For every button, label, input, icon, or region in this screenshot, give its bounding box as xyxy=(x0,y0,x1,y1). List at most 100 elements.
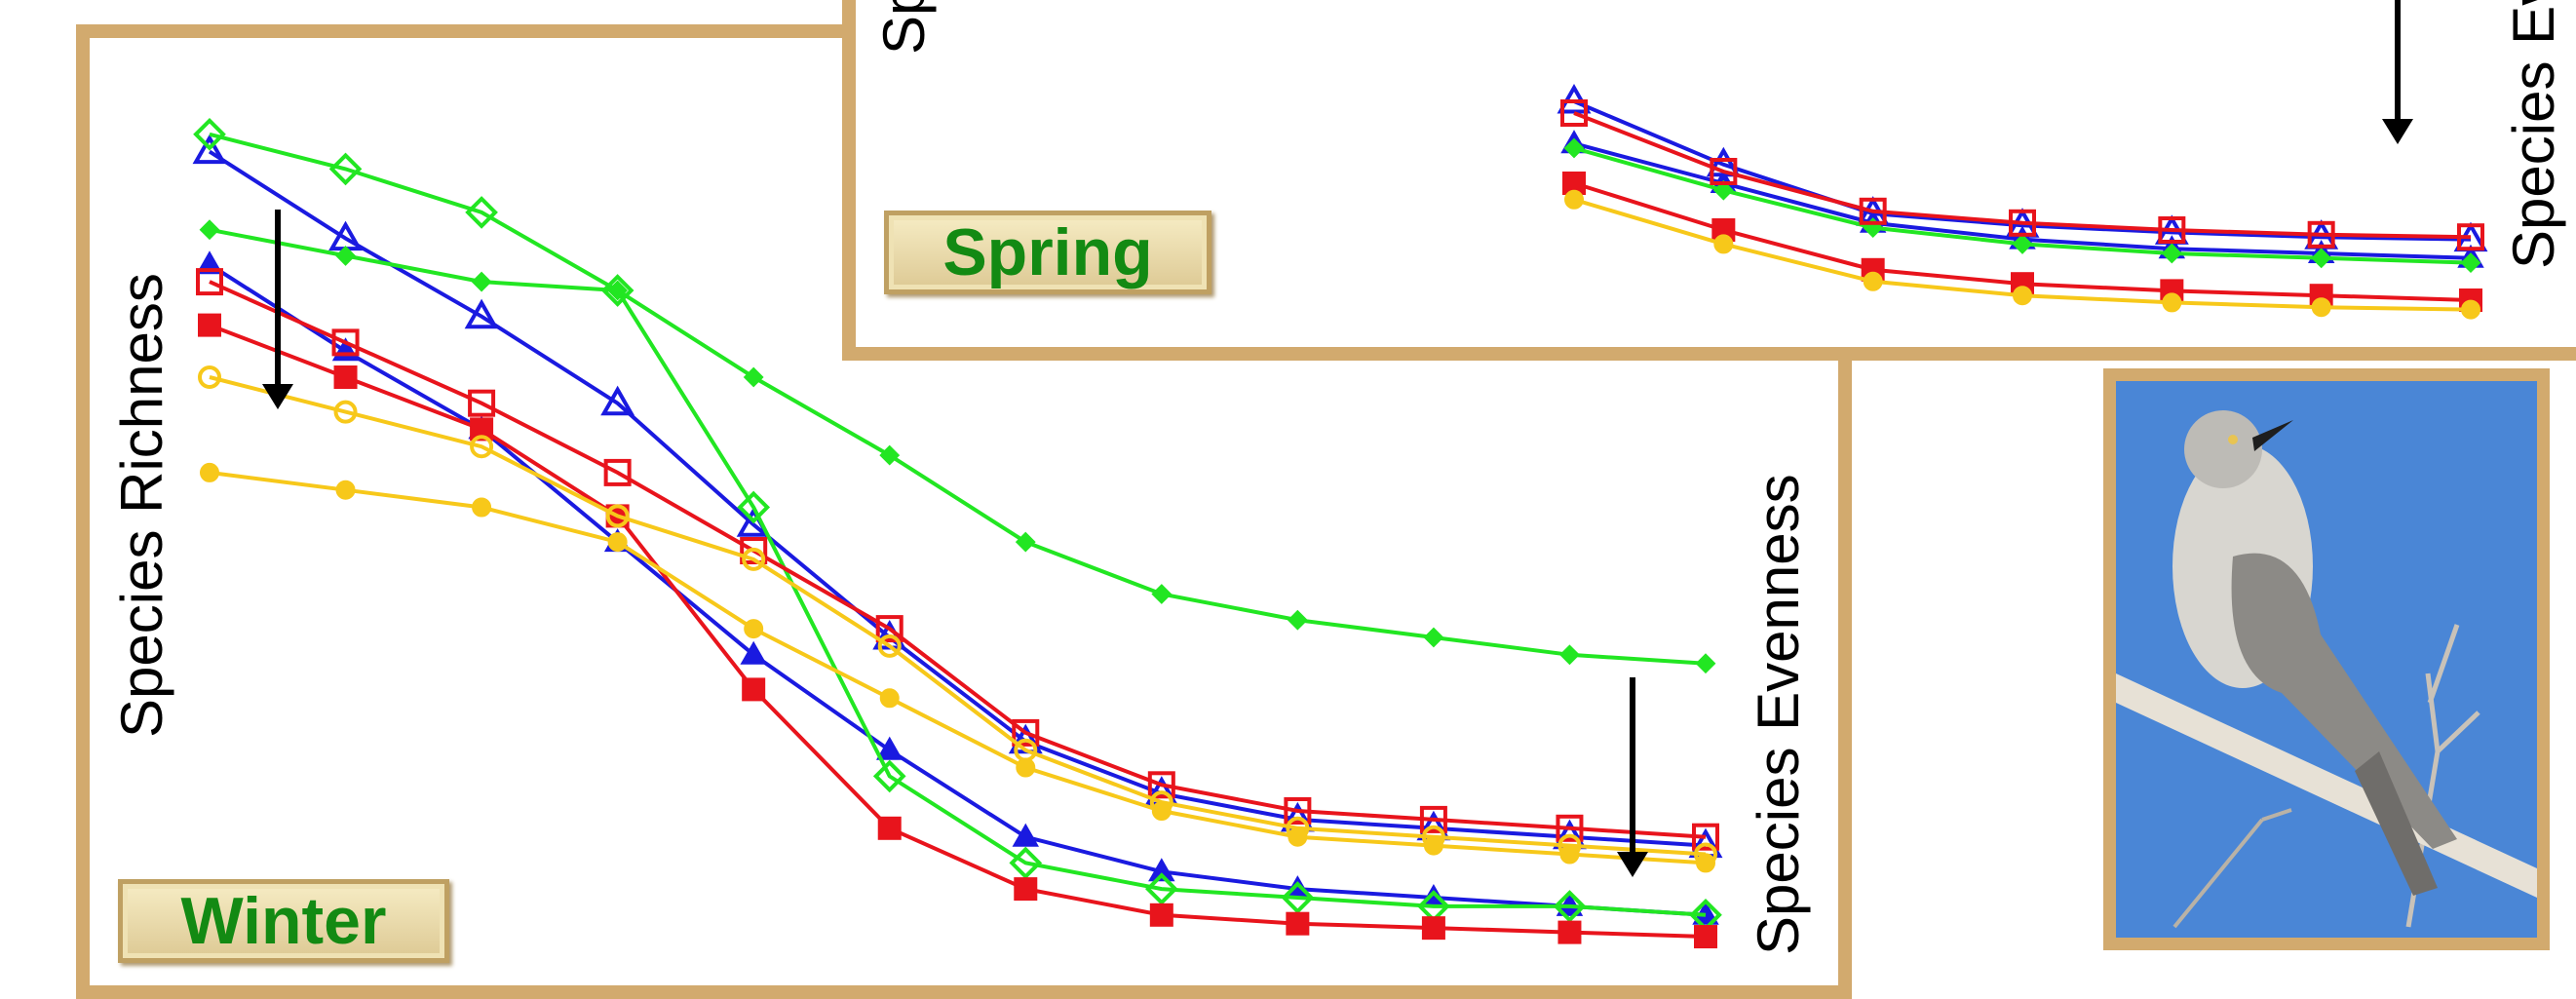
winter-series-3-point xyxy=(737,490,771,524)
winter-series-8-point xyxy=(1016,757,1036,778)
winter-series-2-line xyxy=(208,262,1707,917)
winter-series-4-point xyxy=(879,444,901,466)
bird-photo-frame xyxy=(2103,368,2550,950)
winter-evenness-arrow-head xyxy=(1617,852,1648,877)
bird-wing xyxy=(2231,553,2457,849)
winter-series-7-point xyxy=(742,547,766,571)
winter-series-5-point xyxy=(196,268,223,296)
spring-series-1-line xyxy=(1573,99,2472,242)
winter-series-5-line xyxy=(209,280,1707,839)
bird-tail xyxy=(2355,751,2438,896)
winter-series-4-point xyxy=(335,245,356,266)
spring-series-3-point xyxy=(1563,137,1585,159)
winter-series-1-point xyxy=(600,385,635,416)
winter-series-6-line xyxy=(209,323,1707,939)
winter-series-3-point xyxy=(1009,846,1043,880)
winter-series-8-point xyxy=(200,462,219,482)
winter-evenness-axis-label: Species Evenness xyxy=(1746,474,1811,955)
winter-series-6-point xyxy=(198,313,221,337)
spring-series-6-point xyxy=(2311,297,2331,318)
winter-series-6-point xyxy=(470,417,494,442)
spring-series-6-point xyxy=(1713,234,1734,254)
winter-richness-arrow xyxy=(262,210,293,409)
winter-series-8-point xyxy=(335,480,356,500)
winter-series-5-point xyxy=(331,328,360,357)
spring-series-4-point xyxy=(2158,216,2186,244)
figure-stage: Winter Spring Species Richness Species E… xyxy=(76,0,2576,999)
winter-series-5-point xyxy=(740,537,768,564)
winter-series-3-point xyxy=(1553,890,1587,923)
winter-series-5-point xyxy=(1419,805,1447,833)
spring-series-4-line xyxy=(1573,111,2472,240)
spring-series-4-point xyxy=(2307,220,2335,249)
plot-layer xyxy=(192,0,2488,949)
spring-series-6-point xyxy=(2162,292,2182,313)
winter-series-1-point xyxy=(192,134,227,165)
winter-chart xyxy=(192,117,1723,949)
spring-series-6-point xyxy=(1863,271,1883,291)
spring-series-4-point xyxy=(2457,223,2484,251)
winter-series-7-line xyxy=(209,375,1707,857)
winter-series-8-point xyxy=(1151,801,1172,821)
spring-season-label: Spring xyxy=(884,211,1211,294)
winter-series-3-point xyxy=(1144,872,1178,905)
winter-series-5-point xyxy=(603,458,632,486)
winter-series-6-point xyxy=(1014,877,1038,902)
spring-richness-axis-label: Species Richness xyxy=(871,0,937,55)
spring-series-4-point xyxy=(1859,197,1887,225)
spring-series-3-point xyxy=(2012,233,2033,254)
spring-series-4-point xyxy=(1560,99,1588,127)
winter-series-8-point xyxy=(1696,853,1715,873)
winter-series-5-point xyxy=(1147,771,1175,799)
winter-series-3-line xyxy=(209,132,1707,917)
winter-series-7-point xyxy=(198,365,221,389)
winter-series-5-point xyxy=(1284,797,1312,825)
winter-series-8-point xyxy=(607,532,628,553)
winter-series-8-point xyxy=(879,688,900,709)
winter-series-6-point xyxy=(1557,920,1582,944)
spring-series-6-point xyxy=(2013,286,2032,306)
winter-series-6-point xyxy=(877,816,902,840)
winter-series-8-point xyxy=(1423,835,1443,856)
winter-series-1-point xyxy=(464,298,499,329)
winter-series-8-point xyxy=(472,497,492,518)
winter-series-3-point xyxy=(600,274,634,307)
winter-series-8-line xyxy=(209,470,1707,865)
winter-series-5-point xyxy=(875,615,904,643)
winter-series-4-point xyxy=(199,219,220,241)
winter-series-6-point xyxy=(1694,925,1717,949)
spring-series-4-point xyxy=(2009,209,2036,237)
spring-evenness-arrow-head xyxy=(2382,119,2413,144)
winter-series-2-point xyxy=(1148,858,1175,882)
winter-series-4-point xyxy=(1015,531,1036,553)
winter-series-8-point xyxy=(744,619,764,639)
bird-beak xyxy=(2252,420,2293,451)
winter-series-8-point xyxy=(1288,826,1308,847)
winter-series-8-point xyxy=(1559,844,1580,865)
winter-series-4-point xyxy=(471,271,492,292)
winter-series-6-point xyxy=(333,365,358,389)
winter-series-2-point xyxy=(1012,823,1039,847)
winter-series-6-point xyxy=(1286,911,1310,936)
winter-series-6-point xyxy=(1421,916,1445,941)
winter-evenness-arrow xyxy=(1617,677,1648,877)
winter-series-6-point xyxy=(1149,903,1173,927)
winter-series-5-point xyxy=(1556,814,1584,842)
winter-series-4-line xyxy=(209,227,1707,666)
spring-chart xyxy=(1557,0,2488,320)
winter-series-5-point xyxy=(468,389,496,417)
winter-series-7-point xyxy=(333,400,358,424)
spring-series-4-point xyxy=(1710,158,1738,185)
winter-series-2-point xyxy=(196,250,223,275)
winter-richness-arrow-head xyxy=(262,384,293,409)
mockingbird-photo xyxy=(2116,381,2537,938)
winter-series-4-point xyxy=(1695,653,1716,674)
winter-series-7-point xyxy=(605,504,630,528)
spring-series-3-point xyxy=(2161,243,2182,264)
winter-series-5-point xyxy=(1012,718,1040,747)
winter-series-7-point xyxy=(470,435,494,459)
spring-evenness-axis-label: Species Evenness xyxy=(2501,0,2566,269)
bird-head xyxy=(2184,410,2262,488)
spring-evenness-arrow xyxy=(2382,0,2413,144)
winter-series-6-point xyxy=(742,677,766,702)
